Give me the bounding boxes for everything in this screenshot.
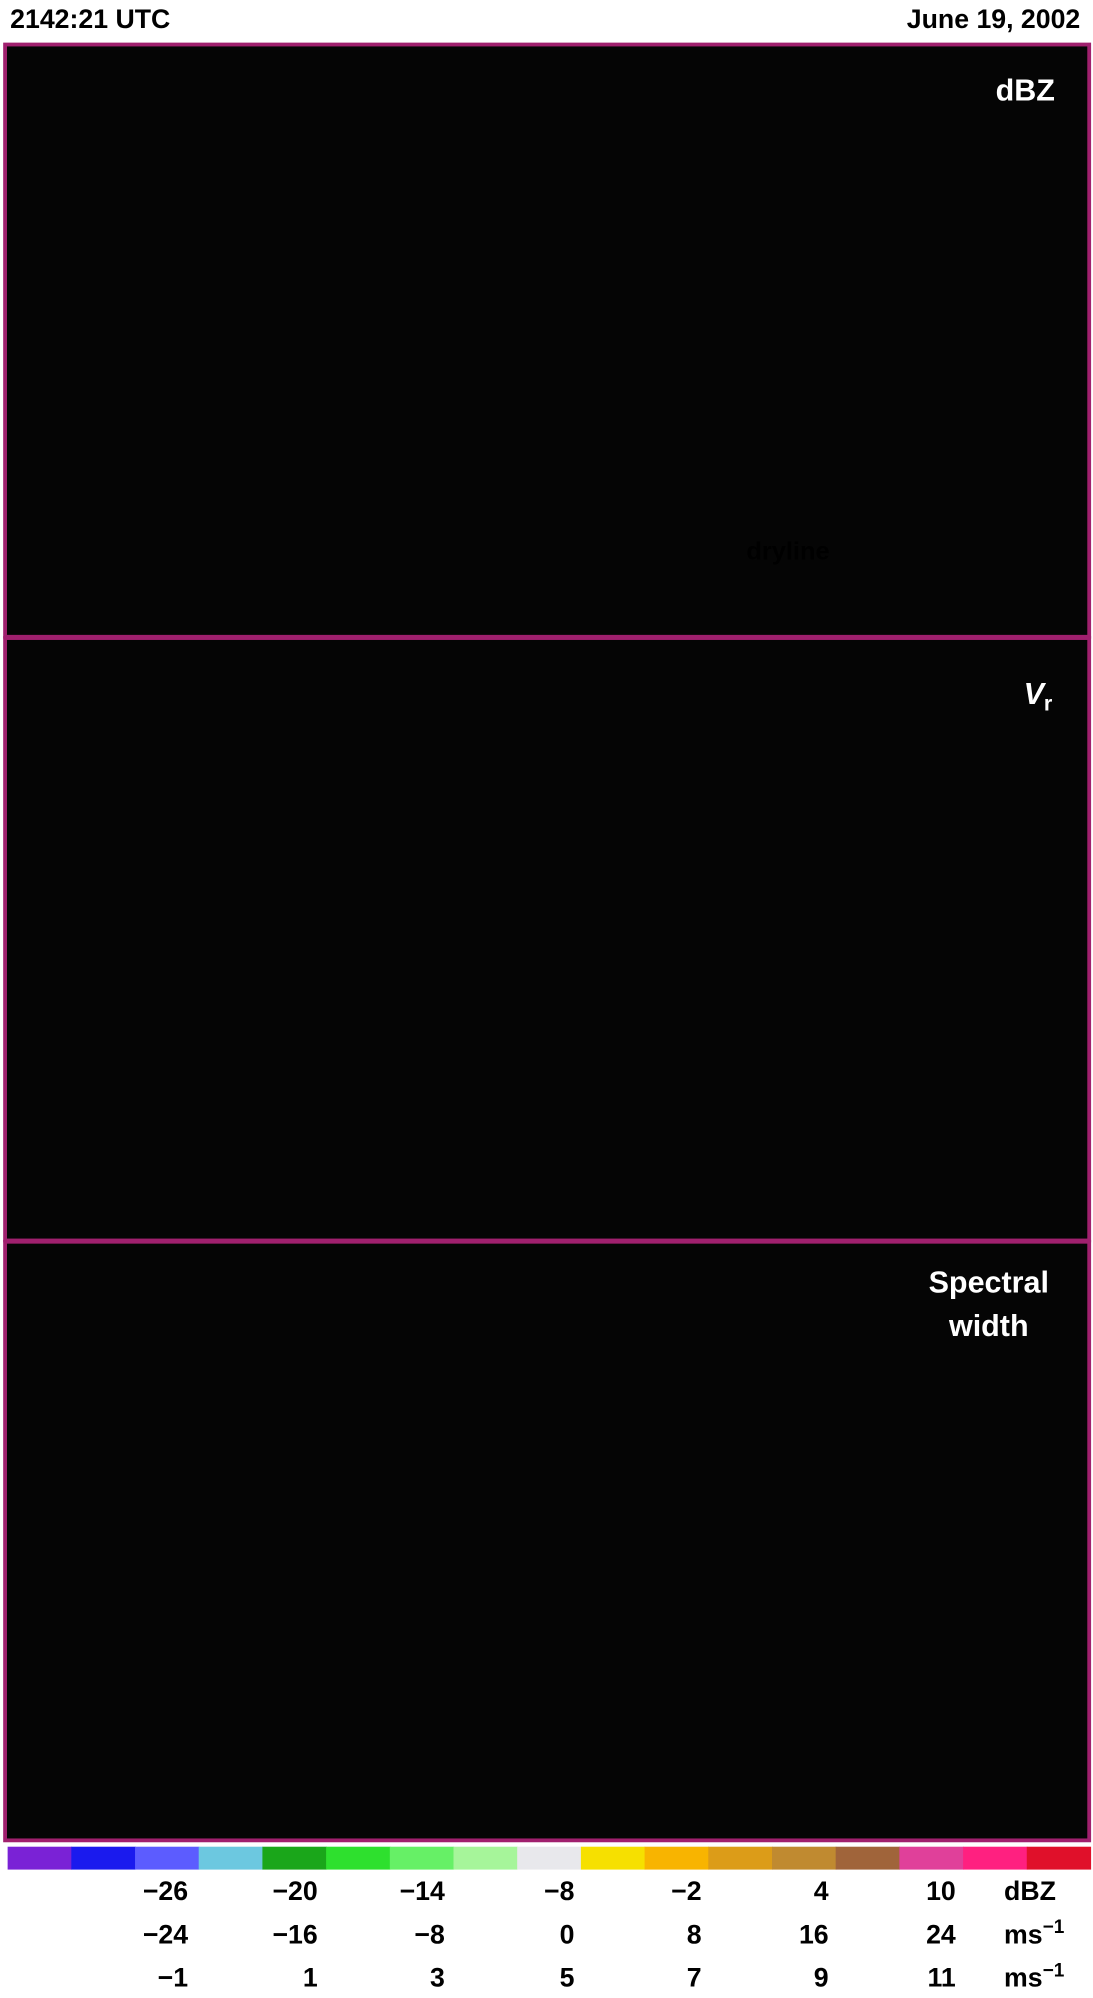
colorbar-label: 16	[799, 1919, 829, 1949]
panel-background	[5, 638, 1090, 1241]
unit-base: ms	[1004, 1963, 1043, 1993]
colorbar-swatch	[262, 1846, 327, 1870]
unit-base: ms	[1004, 1919, 1043, 1949]
colorbar-unit: dBZ	[1004, 1876, 1056, 1906]
colorbar-label: −8	[414, 1919, 445, 1949]
colorbar-swatch	[389, 1846, 455, 1870]
colorbar-label: 9	[814, 1963, 829, 1993]
colorbar-label: 8	[687, 1919, 702, 1949]
panel-label: width	[948, 1309, 1029, 1343]
colorbar-swatch	[135, 1846, 200, 1870]
colorbar-label: −8	[544, 1876, 575, 1906]
colorbar-swatch	[326, 1846, 391, 1870]
colorbar-label: −1	[158, 1963, 189, 1993]
colorbar-label: 4	[814, 1876, 829, 1906]
colorbar-label: 24	[926, 1919, 956, 1949]
unit-superscript: −1	[1043, 1917, 1065, 1938]
colorbar-swatch	[835, 1846, 901, 1870]
colorbar-label: −20	[272, 1876, 317, 1906]
colorbar-swatch	[899, 1846, 964, 1870]
colorbar-label: 3	[430, 1963, 445, 1993]
annotation: dryline	[746, 537, 829, 565]
colorbar-swatch	[580, 1846, 646, 1870]
panel-background	[5, 1241, 1090, 1841]
colorbar-label: −14	[400, 1876, 445, 1906]
colorbar-label: 11	[928, 1963, 956, 1993]
colorbar-unit: ms−1	[1004, 1960, 1065, 1992]
panel-border	[3, 1239, 1092, 1843]
colorbar-swatch	[771, 1846, 837, 1870]
label-main: V	[1024, 677, 1047, 711]
colorbar-swatch	[708, 1846, 773, 1870]
label-subscript: r	[1044, 690, 1053, 715]
colorbar-label: −16	[272, 1919, 317, 1949]
unit-superscript: −1	[1043, 1960, 1065, 1981]
panel-background	[5, 44, 1090, 637]
panel-label: dBZ	[996, 73, 1055, 107]
colorbar-label: −24	[143, 1919, 188, 1949]
colorbar-label: 10	[926, 1876, 956, 1906]
colorbar-swatch	[1026, 1846, 1092, 1870]
colorbar-swatch	[198, 1846, 264, 1870]
colorbar-label: 7	[687, 1963, 702, 1993]
colorbar-label: 5	[560, 1963, 575, 1993]
panel-label: Spectral	[929, 1266, 1049, 1300]
unit-base: dBZ	[1004, 1876, 1056, 1906]
colorbar-unit: ms−1	[1004, 1917, 1065, 1949]
colorbar-swatch	[71, 1846, 136, 1870]
colorbar-swatch	[7, 1846, 72, 1870]
colorbar-label: −26	[143, 1876, 188, 1906]
colorbar-swatch	[517, 1846, 582, 1870]
colorbar-swatch	[453, 1846, 518, 1870]
colorbar-swatch	[644, 1846, 709, 1870]
time-label: 2142:21 UTC	[10, 4, 170, 34]
date-label: June 19, 2002	[907, 4, 1080, 34]
colorbar-label: 0	[560, 1919, 575, 1949]
colorbar-label: 1	[303, 1963, 318, 1993]
colorbar-label: −2	[671, 1876, 701, 1906]
panel-label: Vr	[1024, 677, 1053, 715]
colorbar-swatch	[963, 1846, 1028, 1870]
